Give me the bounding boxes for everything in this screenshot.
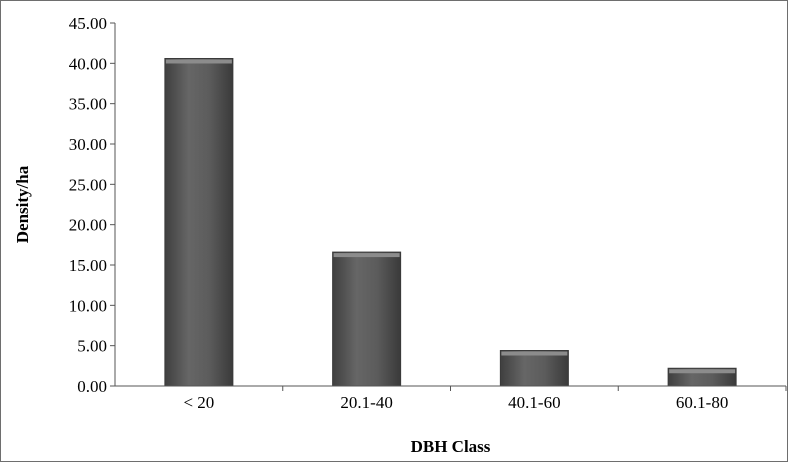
x-tick-label: < 20 <box>183 393 214 412</box>
x-tick-label: 40.1-60 <box>508 393 560 412</box>
bar-group <box>667 367 737 387</box>
y-tick-label: 10.00 <box>69 296 107 315</box>
y-tick-label: 40.00 <box>69 54 107 73</box>
bar <box>164 57 234 387</box>
x-tick-label: 20.1-40 <box>340 393 392 412</box>
bar-top-highlight <box>333 253 400 258</box>
y-tick-label: 45.00 <box>69 14 107 33</box>
bar-group <box>332 251 402 387</box>
y-axis-ticks: 0.00 5.00 10.00 15.00 20.00 25.00 30.00 35.00 40… <box>69 14 115 396</box>
y-tick-label: 20.00 <box>69 216 107 235</box>
bars <box>164 57 737 387</box>
bar-group <box>164 57 234 387</box>
y-tick-label: 35.00 <box>69 95 107 114</box>
bar <box>499 350 569 387</box>
x-tick-label: 60.1-80 <box>676 393 728 412</box>
y-tick-label: 5.00 <box>77 337 107 356</box>
x-axis-title: DBH Class <box>411 437 491 456</box>
y-tick-label: 30.00 <box>69 135 107 154</box>
x-axis-ticks: < 20 20.1-40 40.1-60 60.1-80 <box>183 386 787 412</box>
bar-top-highlight <box>669 369 736 374</box>
bar-top-highlight <box>501 351 568 356</box>
y-tick-label: 15.00 <box>69 256 107 275</box>
y-tick-label: 25.00 <box>69 175 107 194</box>
bar-group <box>499 350 569 387</box>
y-axis-title: Density/ha <box>13 165 32 243</box>
bar-top-highlight <box>165 59 232 64</box>
y-tick-label: 0.00 <box>77 377 107 396</box>
bar <box>332 251 402 387</box>
